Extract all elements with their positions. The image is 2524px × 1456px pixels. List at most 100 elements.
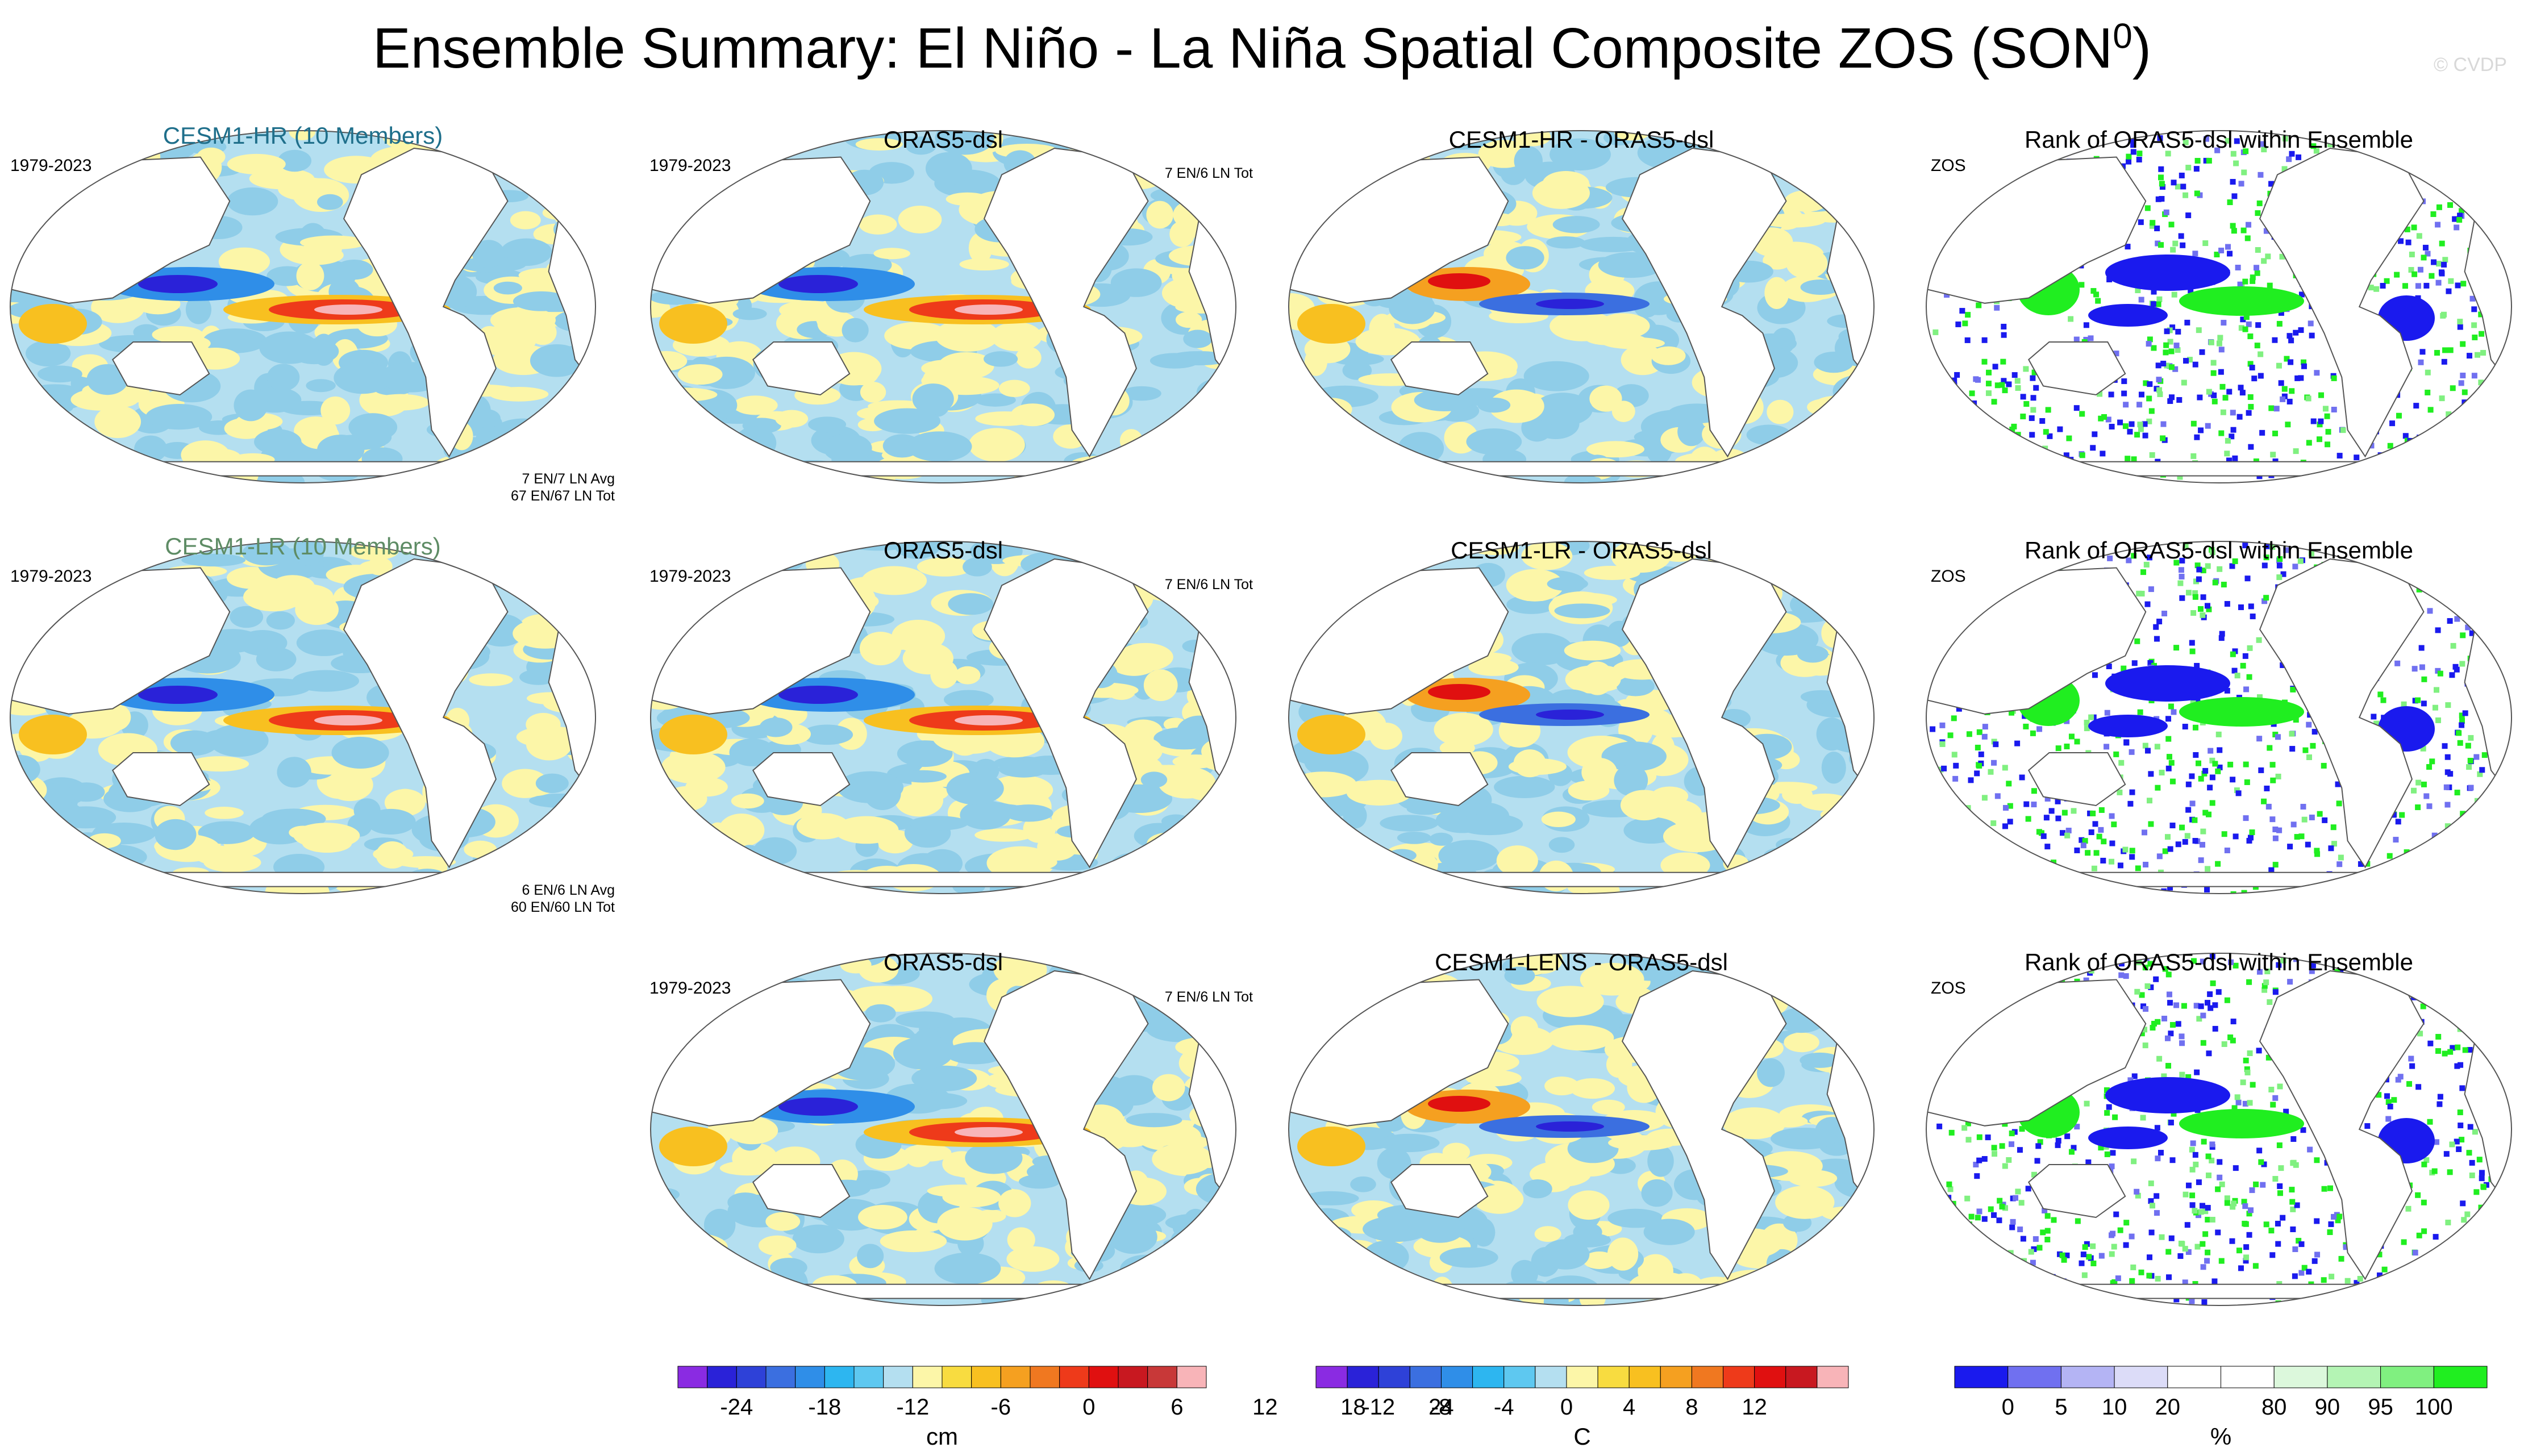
world-map-panel (10, 130, 596, 483)
colorbar-swatch (1597, 1366, 1630, 1388)
colorbar-swatch (912, 1366, 943, 1388)
period-label: 1979-2023 (10, 567, 92, 586)
colorbar-swatch (1472, 1366, 1505, 1388)
world-map-panel (1926, 953, 2512, 1306)
colorbar-swatch (677, 1366, 708, 1388)
colorbar-swatch (1628, 1366, 1661, 1388)
world-map-panel (1926, 130, 2512, 483)
continent-shape (127, 871, 479, 887)
continent-shape (752, 752, 851, 807)
colorbar-tick-label: 0 (1560, 1395, 1573, 1420)
continent-shape (1621, 558, 1787, 869)
panel-title-orass5: ORAS5-dsl (883, 126, 1003, 153)
stat-avg: 7 EN/7 LN Avg (522, 471, 615, 487)
continent-shape (2043, 1283, 2395, 1299)
continent-shape (111, 752, 210, 807)
colorbar-tick-label: 20 (2155, 1395, 2181, 1420)
stat-tot: 67 EN/67 LN Tot (511, 488, 615, 504)
credit-watermark: © CVDP (2434, 54, 2507, 76)
colorbar-swatch (2007, 1366, 2061, 1388)
continent-shape (1405, 871, 1757, 887)
colorbar-swatch (942, 1366, 972, 1388)
continent-shape (2259, 147, 2425, 458)
colorbar-tick-label: 0 (2001, 1395, 2014, 1420)
continent-shape (983, 558, 1149, 869)
main-title: Ensemble Summary: El Niño - La Niña Spat… (0, 16, 2524, 81)
continent-shape (2043, 461, 2395, 477)
panel-title-rank: Rank of ORAS5-dsl within Ensemble (2025, 537, 2413, 564)
colorbar-swatch (2167, 1366, 2222, 1388)
colorbar-unit: C (1573, 1423, 1591, 1450)
colorbar-swatch (1059, 1366, 1089, 1388)
continent-shape (2043, 871, 2395, 887)
map-border (650, 953, 1236, 1306)
colorbar-swatch (2273, 1366, 2328, 1388)
colorbar-tick-label: -18 (808, 1395, 842, 1420)
panel-title-orass5: ORAS5-dsl (883, 537, 1003, 564)
difference-colorbar (1315, 1366, 1849, 1388)
colorbar-tick-label: 5 (2055, 1395, 2068, 1420)
map-border (1926, 130, 2512, 483)
continent-shape (1621, 970, 1787, 1280)
panel-title-diff: CESM1-LENS - ORAS5-dsl (1435, 949, 1728, 975)
colorbar-tick-label: -12 (1362, 1395, 1396, 1420)
colorbar-swatch (1118, 1366, 1148, 1388)
colorbar-swatch (707, 1366, 737, 1388)
colorbar-swatch (853, 1366, 884, 1388)
period-label: 1979-2023 (649, 567, 731, 586)
continent-shape (1405, 461, 1757, 477)
stat-avg: 6 EN/6 LN Avg (522, 882, 615, 898)
map-border (1926, 953, 2512, 1306)
world-map-panel (1288, 953, 1875, 1306)
colorbar-tick-label: 10 (2101, 1395, 2127, 1420)
panel-title-cesm1-hr: CESM1-HR (10 Members) (163, 122, 443, 149)
stat-label: 6 EN/6 LN Avg 60 EN/60 LN Tot (511, 882, 615, 916)
continent-shape (2027, 752, 2126, 807)
continent-shape (983, 147, 1149, 458)
colorbar-tick-label: -8 (1431, 1395, 1452, 1420)
colorbar-tick-label: 90 (2314, 1395, 2340, 1420)
colorbar-unit: cm (926, 1423, 958, 1450)
colorbar-tick-label: 12 (1742, 1395, 1767, 1420)
colorbar-swatch (795, 1366, 825, 1388)
continent-shape (111, 341, 210, 396)
continent-shape (1390, 341, 1489, 396)
colorbar-tick-label: 95 (2368, 1395, 2393, 1420)
continent-shape (1390, 752, 1489, 807)
colorbar-swatch (2060, 1366, 2115, 1388)
world-map-panel (1288, 130, 1875, 483)
continent-shape (1390, 1164, 1489, 1219)
colorbar-tick-label: 18 (1340, 1395, 1366, 1420)
continent-shape (343, 147, 509, 458)
main-title-close: ) (2132, 16, 2151, 80)
stat-label: 7 EN/7 LN Avg 67 EN/67 LN Tot (511, 470, 615, 504)
stat-tot: 60 EN/60 LN Tot (511, 899, 615, 915)
world-map-panel (1926, 541, 2512, 894)
map-border (1288, 541, 1875, 894)
continent-shape (752, 341, 851, 396)
colorbar-swatch (1378, 1366, 1410, 1388)
rank-field-label: ZOS (1931, 979, 1966, 998)
colorbar-swatch (2114, 1366, 2168, 1388)
main-title-text: Ensemble Summary: El Niño - La Niña Spat… (372, 16, 2113, 80)
colorbar-swatch (1176, 1366, 1207, 1388)
rank-colorbar (1954, 1366, 2488, 1388)
panel-title-rank: Rank of ORAS5-dsl within Ensemble (2025, 949, 2413, 975)
panel-title-diff: CESM1-LR - ORAS5-dsl (1451, 537, 1712, 564)
stat-label: 7 EN/6 LN Tot (1164, 989, 1253, 1005)
world-map-panel (1288, 541, 1875, 894)
colorbar-tick-label: 4 (1623, 1395, 1636, 1420)
colorbar-swatch (1000, 1366, 1031, 1388)
colorbar-tick-label: -24 (720, 1395, 753, 1420)
panel-title-cesm1-lr: CESM1-LR (10 Members) (165, 533, 441, 560)
map-border (10, 130, 596, 483)
colorbar-tick-label: 8 (1685, 1395, 1698, 1420)
colorbar-swatch (736, 1366, 767, 1388)
colorbar-tick-label: 6 (1171, 1395, 1184, 1420)
stat-label: 7 EN/6 LN Tot (1164, 165, 1253, 181)
continent-shape (2259, 558, 2425, 869)
map-border (650, 541, 1236, 894)
continent-shape (1621, 147, 1787, 458)
colorbar-swatch (1723, 1366, 1755, 1388)
